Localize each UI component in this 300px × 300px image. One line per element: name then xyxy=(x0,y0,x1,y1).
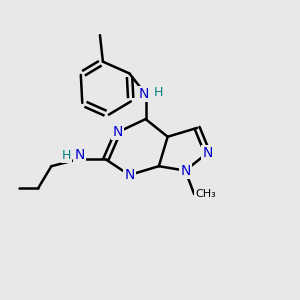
Text: CH₃: CH₃ xyxy=(195,189,216,199)
Text: N: N xyxy=(124,168,135,182)
Text: N: N xyxy=(74,148,85,162)
Text: N: N xyxy=(139,87,149,101)
Text: N: N xyxy=(112,125,123,139)
Text: H: H xyxy=(62,148,71,161)
Text: N: N xyxy=(202,146,213,160)
Text: N: N xyxy=(180,164,190,178)
Text: H: H xyxy=(153,86,163,99)
